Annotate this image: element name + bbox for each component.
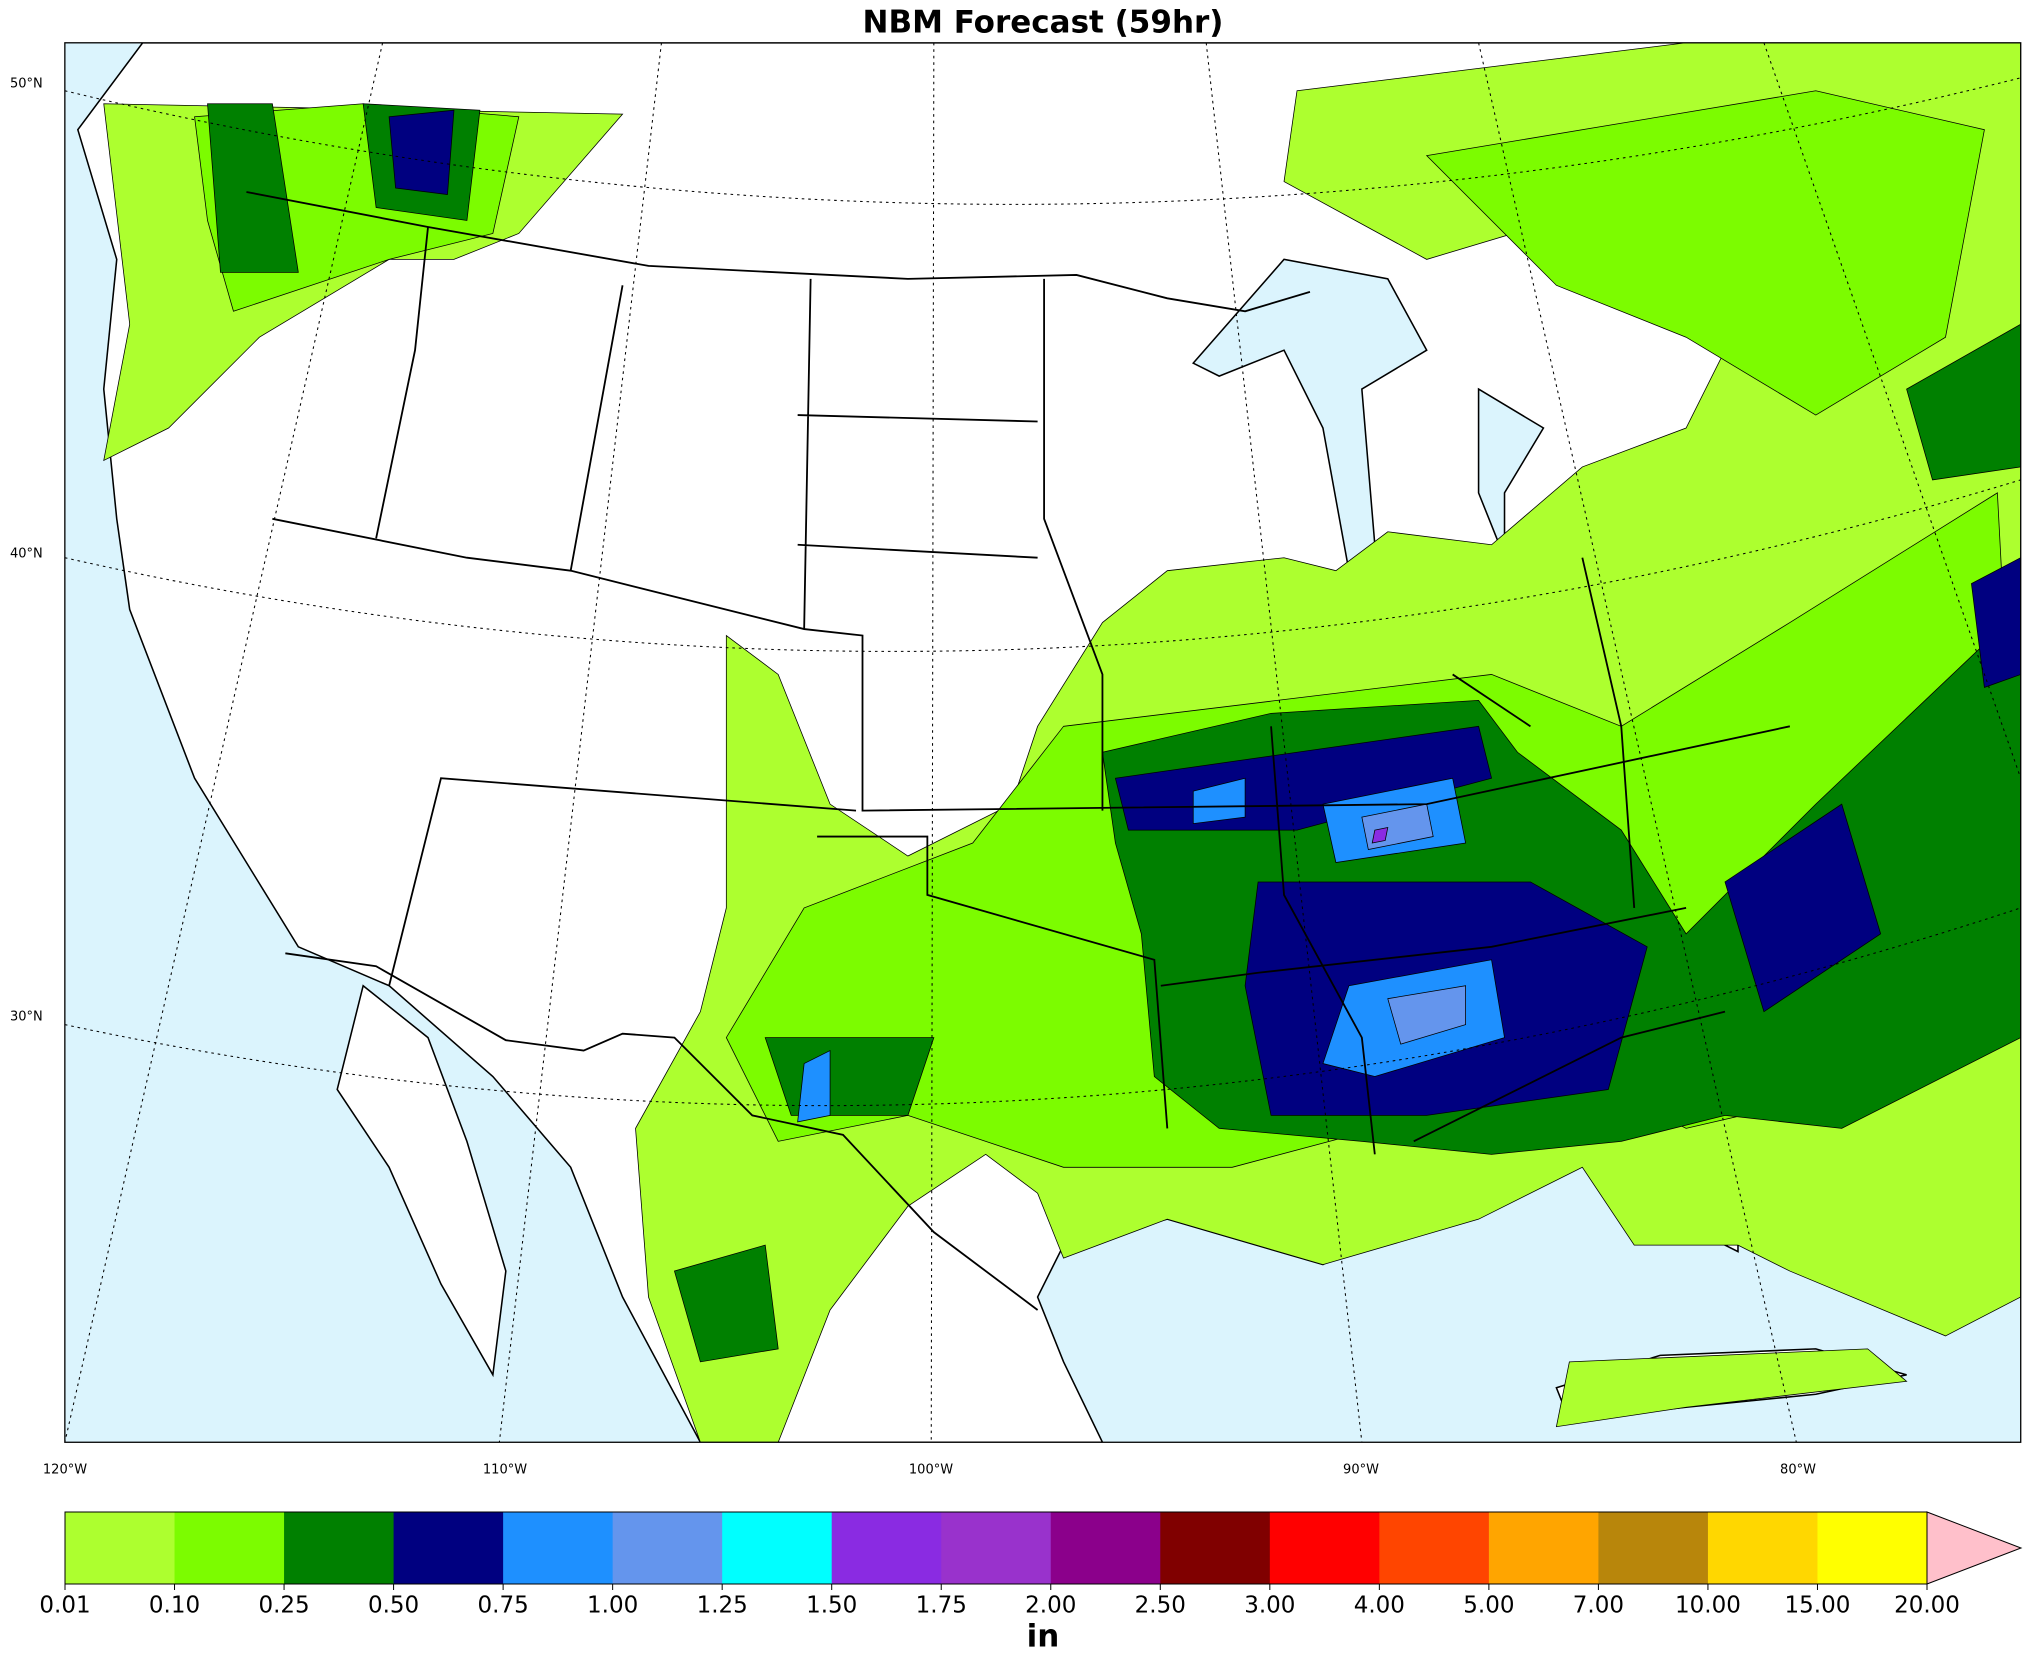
- graticule: [64, 42, 2021, 1443]
- colorbar-tick-label: 20.00: [1894, 1593, 1960, 1619]
- lon-label: 90°W: [1343, 1463, 1379, 1478]
- colorbar-tick-label: 15.00: [1785, 1593, 1851, 1619]
- lat-label: 40°N: [10, 547, 43, 562]
- colorbar-segment: [393, 1512, 504, 1584]
- colorbar-tick-label: 4.00: [1354, 1593, 1405, 1619]
- colorbar-tick-label: 5.00: [1463, 1593, 1514, 1619]
- colorbar-segment: [503, 1512, 614, 1584]
- colorbar-frame: [64, 1511, 1928, 1585]
- precip-area: [1371, 826, 1389, 844]
- colorbar-segment: [1817, 1512, 1928, 1584]
- colorbar-segment: [941, 1512, 1052, 1584]
- colorbar-segment: [831, 1512, 942, 1584]
- colorbar-label: in: [1027, 1619, 1060, 1655]
- colorbar-segment: [174, 1512, 285, 1584]
- colorbar-segment: [1707, 1512, 1818, 1584]
- lon-label: 110°W: [483, 1463, 527, 1478]
- precip-area: [207, 103, 2021, 481]
- lon-label: 120°W: [43, 1463, 87, 1478]
- borders: [246, 191, 1791, 1311]
- colorbar-segment: [1488, 1512, 1599, 1584]
- colorbar-tick-label: 0.01: [39, 1593, 90, 1619]
- colorbar-tick-label: 2.50: [1135, 1593, 1186, 1619]
- colorbar-segment: [722, 1512, 833, 1584]
- colorbar-tick-label: 1.00: [587, 1593, 638, 1619]
- precip-area: [797, 777, 1505, 1123]
- colorbar-tick-label: 10.00: [1675, 1593, 1741, 1619]
- colorbar-tick-label: 3.00: [1244, 1593, 1295, 1619]
- colorbar-tick-label: 0.10: [149, 1593, 200, 1619]
- lon-label: 80°W: [1780, 1463, 1816, 1478]
- colorbar-tick-label: 0.50: [368, 1593, 419, 1619]
- colorbar-segment: [612, 1512, 723, 1584]
- colorbar-tick-label: 1.75: [916, 1593, 967, 1619]
- colorbar-tick-label: 1.25: [697, 1593, 748, 1619]
- colorbar-tick-label: 2.00: [1025, 1593, 1076, 1619]
- title: NBM Forecast (59hr): [863, 5, 1224, 41]
- lat-label: 50°N: [10, 77, 43, 92]
- colorbar-segment: [1160, 1512, 1271, 1584]
- colorbar-segment: [1379, 1512, 1490, 1584]
- colorbar-extend: [1926, 1511, 2023, 1585]
- colorbar-segment: [284, 1512, 395, 1584]
- precip-area: [673, 1037, 935, 1363]
- baja: [336, 984, 507, 1378]
- colorbar-segment: [65, 1512, 176, 1584]
- map: [64, 42, 2022, 1443]
- colorbar-tick-label: 7.00: [1573, 1593, 1624, 1619]
- colorbar-segment: [1598, 1512, 1709, 1584]
- colorbar-segment: [1050, 1512, 1161, 1584]
- colorbar-segment: [1269, 1512, 1380, 1584]
- precip-area: [1361, 803, 1466, 1045]
- precip-area: [1555, 1348, 1908, 1428]
- map-frame: [64, 42, 2022, 1443]
- colorbar-tick-label: 0.25: [258, 1593, 309, 1619]
- lon-label: 100°W: [909, 1463, 953, 1478]
- lat-label: 30°N: [10, 1010, 43, 1025]
- colorbar-tick-label: 0.75: [478, 1593, 529, 1619]
- colorbar-tick-label: 1.50: [806, 1593, 857, 1619]
